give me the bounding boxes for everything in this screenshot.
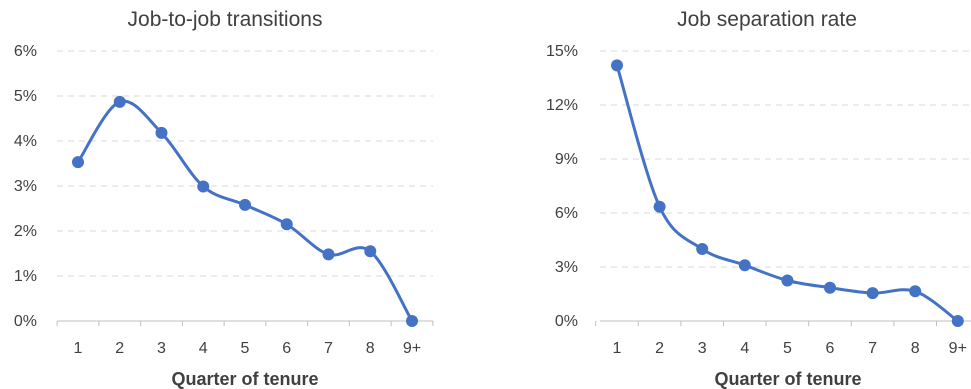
y-tick-label: 3%: [555, 259, 578, 276]
y-tick-label: 12%: [546, 97, 578, 114]
x-tick-label: 5: [241, 340, 250, 357]
x-tick-label: 4: [740, 340, 749, 357]
data-point: [406, 315, 418, 327]
data-point: [951, 315, 964, 327]
x-tick-label: 8: [911, 340, 920, 357]
y-tick-label: 1%: [14, 268, 37, 285]
chart-title: Job separation rate: [677, 8, 857, 31]
data-point: [611, 59, 623, 72]
series-points: [611, 59, 964, 327]
x-tick-label: 9+: [403, 340, 421, 357]
x-tick-label: 2: [655, 340, 664, 357]
data-point: [866, 287, 879, 300]
data-point: [364, 245, 377, 258]
x-tick-label: 6: [282, 340, 291, 357]
data-point: [155, 126, 168, 139]
x-tick-labels: 1 2 3 4 5 6 7 8 9+: [613, 340, 967, 357]
series-line: [76, 99, 414, 322]
x-axis-label: Quarter of tenure: [171, 369, 318, 389]
y-tick-label: 3%: [14, 178, 37, 195]
data-point: [824, 281, 836, 294]
data-point: [696, 243, 709, 255]
y-tick-label: 0%: [555, 313, 578, 330]
data-point: [322, 248, 335, 261]
gridlines: [56, 50, 434, 326]
data-point: [239, 198, 251, 211]
x-tick-label: 7: [324, 340, 333, 357]
series-points: [72, 95, 418, 327]
data-point: [113, 95, 126, 108]
y-tick-label: 9%: [555, 151, 578, 168]
data-point: [653, 200, 666, 213]
x-tick-label: 2: [115, 340, 124, 357]
data-point: [738, 259, 751, 272]
y-tick-labels: 0% 1% 2% 3% 4% 5% 6%: [14, 43, 37, 330]
x-axis-label: Quarter of tenure: [714, 369, 861, 389]
x-tick-label: 5: [783, 340, 792, 357]
x-tick-label: 1: [74, 340, 83, 357]
data-point: [197, 180, 210, 193]
x-tick-labels: 1 2 3 4 5 6 7 8 9+: [74, 340, 422, 357]
y-tick-label: 4%: [14, 133, 37, 150]
chart-title: Job-to-job transitions: [128, 8, 323, 31]
x-tick-label: 6: [826, 340, 835, 357]
data-point: [909, 285, 922, 298]
x-tick-label: 9+: [949, 340, 967, 357]
y-tick-label: 0%: [14, 313, 37, 330]
x-tick-label: 8: [366, 340, 375, 357]
y-tick-label: 6%: [14, 43, 37, 60]
x-tick-label: 7: [868, 340, 877, 357]
y-tick-label: 5%: [14, 88, 37, 105]
chart-job-to-job: Job-to-job transitions 0% 1% 2% 3% 4% 5% 6% 1 2…: [14, 8, 434, 389]
x-tick-label: 1: [613, 340, 622, 357]
y-tick-labels: 0% 3% 6% 9% 12% 15%: [546, 43, 578, 330]
gridlines: [595, 50, 971, 326]
y-tick-label: 15%: [546, 43, 578, 60]
x-tick-label: 3: [698, 340, 707, 357]
data-point: [781, 274, 794, 287]
y-tick-label: 6%: [555, 205, 578, 222]
y-tick-label: 2%: [14, 223, 37, 240]
data-point: [280, 218, 293, 231]
x-tick-label: 4: [199, 340, 208, 357]
data-point: [72, 156, 84, 169]
x-tick-label: 3: [157, 340, 166, 357]
chart-job-separation: Job separation rate 0% 3% 6% 9% 12% 15% 1 2 3 4 5…: [546, 8, 971, 389]
